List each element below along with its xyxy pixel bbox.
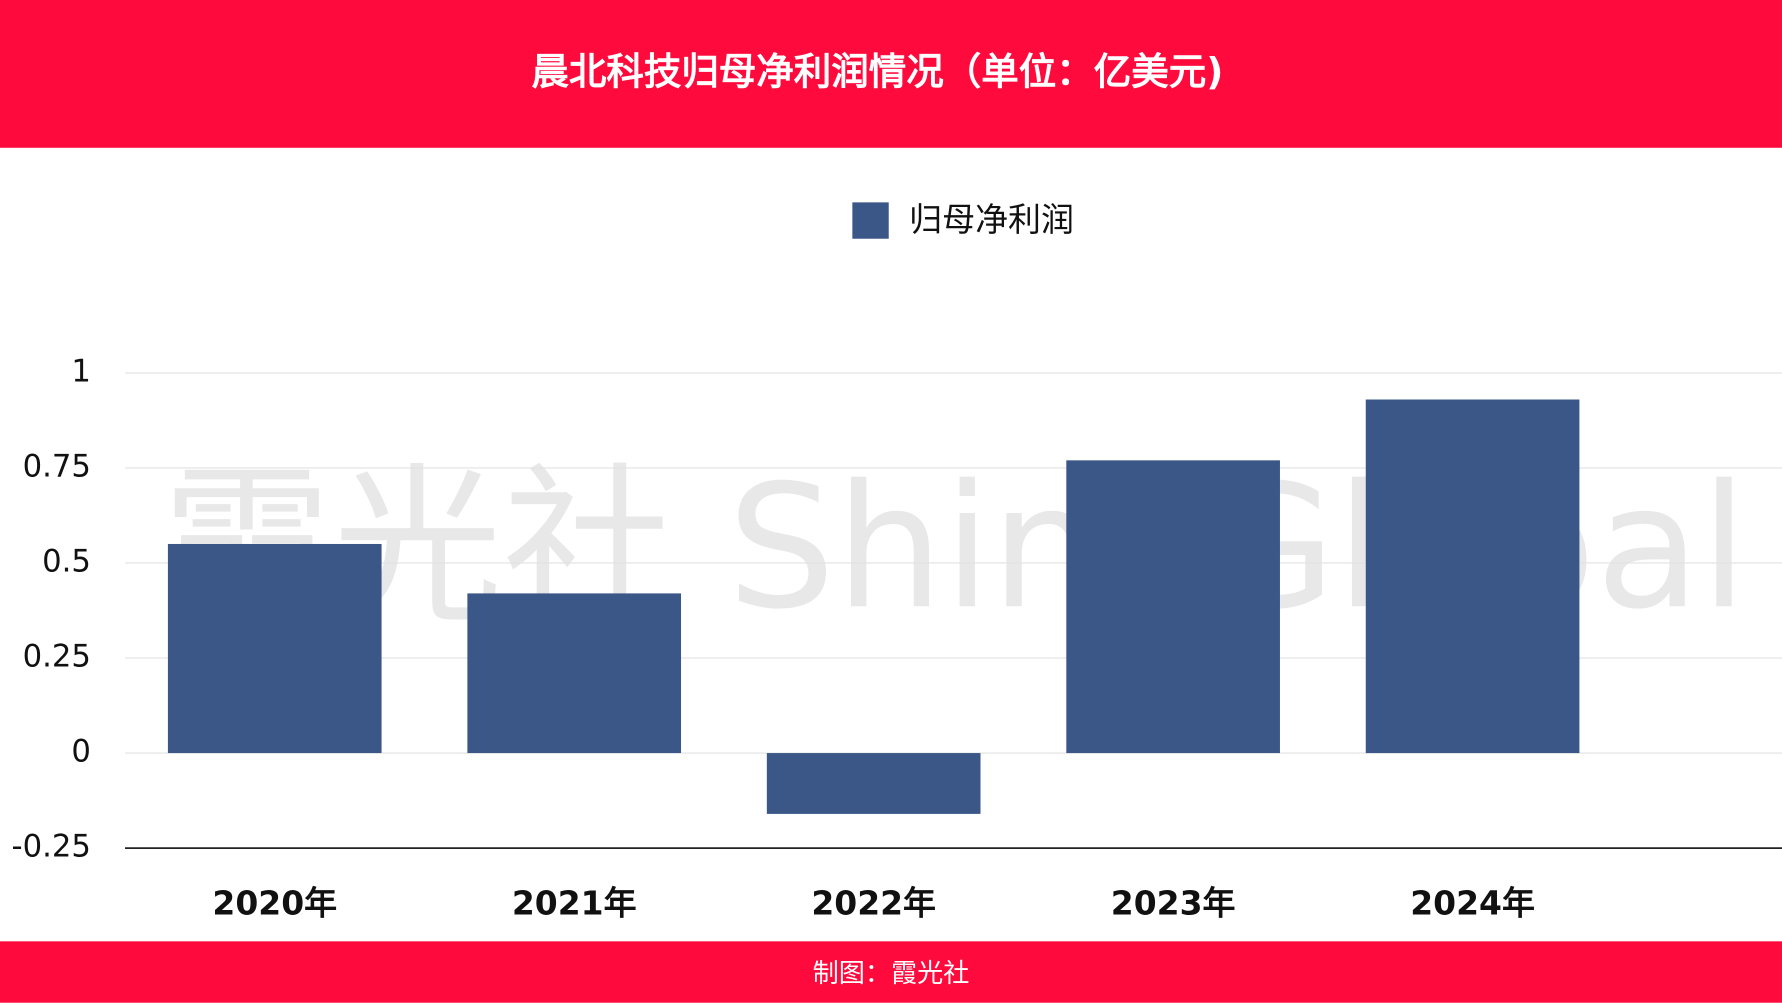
x-tick-label: 2024年 <box>1410 883 1535 922</box>
header-band <box>0 0 1782 148</box>
y-tick-label: 0 <box>71 735 91 770</box>
y-tick-label: 1 <box>71 354 91 389</box>
y-tick-label: 0.5 <box>42 544 91 579</box>
bar <box>1365 399 1580 754</box>
y-tick-label: 0.75 <box>23 449 91 484</box>
bar <box>766 753 981 814</box>
bar <box>1066 460 1280 754</box>
x-tick-label: 2021年 <box>512 883 637 922</box>
x-tick-label: 2020年 <box>212 883 337 922</box>
y-tick-label: -0.25 <box>12 830 91 865</box>
legend-label: 归母净利润 <box>909 200 1074 239</box>
footer: 制图：霞光社 <box>813 959 970 989</box>
x-tick-label: 2023年 <box>1111 883 1236 922</box>
legend-swatch <box>852 202 889 239</box>
chart-title: 晨北科技归母净利润情况（单位：亿美元) <box>531 49 1223 93</box>
bar <box>167 543 382 754</box>
footer-band <box>0 941 1782 1003</box>
bar <box>467 593 682 754</box>
y-tick-label: 0.25 <box>23 640 91 675</box>
x-tick-label: 2022年 <box>811 883 936 922</box>
